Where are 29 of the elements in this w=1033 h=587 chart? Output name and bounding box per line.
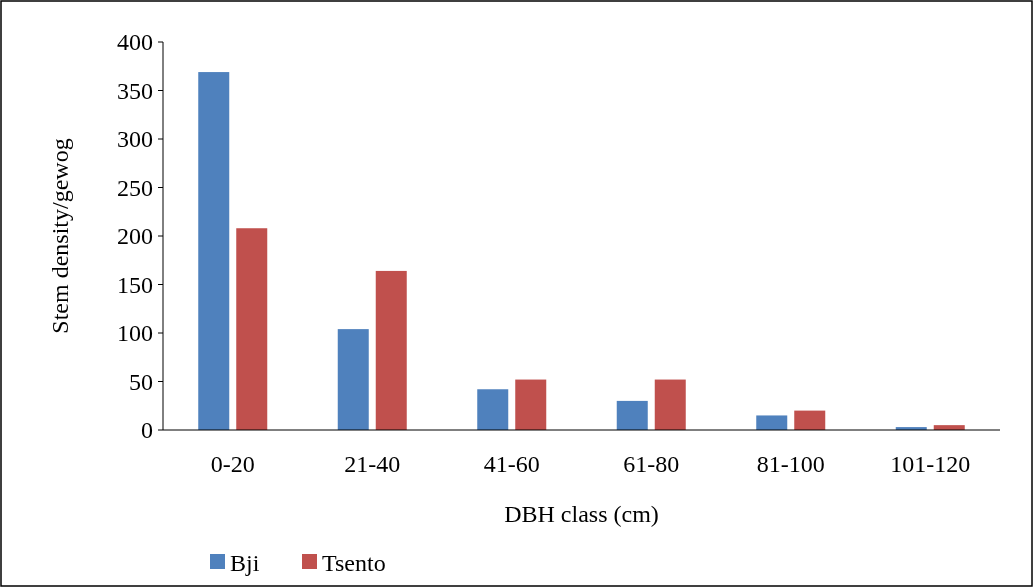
- bar: [654, 379, 686, 430]
- x-tick-label: 0-20: [210, 451, 255, 477]
- x-tick-label: 21-40: [344, 451, 401, 477]
- y-tick-label: 250: [117, 174, 153, 201]
- y-tick-label: 100: [117, 320, 153, 347]
- x-axis-title: DBH class (cm): [504, 501, 659, 527]
- bar: [375, 270, 407, 430]
- bar: [794, 410, 826, 430]
- bar: [236, 228, 268, 430]
- x-tick-label: 41-60: [483, 451, 540, 477]
- y-tick-label: 300: [117, 126, 153, 153]
- y-tick-label: 50: [129, 368, 153, 395]
- x-tick-label: 101-120: [890, 451, 971, 477]
- bar: [756, 415, 788, 430]
- bar: [616, 400, 648, 430]
- y-tick-label: 0: [141, 417, 153, 444]
- bar: [515, 379, 547, 430]
- y-tick-label: 350: [117, 77, 153, 104]
- bar: [198, 72, 230, 430]
- y-tick-label: 200: [117, 223, 153, 250]
- y-tick-label: 150: [117, 271, 153, 298]
- x-tick-label: 81-100: [756, 451, 825, 477]
- y-tick-label: 400: [117, 29, 153, 56]
- legend-label: Tsento: [322, 550, 386, 577]
- y-axis-title: Stem density/gewog: [47, 138, 73, 334]
- legend-label: Bji: [230, 550, 260, 577]
- bar: [337, 329, 369, 430]
- x-tick-label: 61-80: [623, 451, 680, 477]
- bar: [477, 389, 509, 430]
